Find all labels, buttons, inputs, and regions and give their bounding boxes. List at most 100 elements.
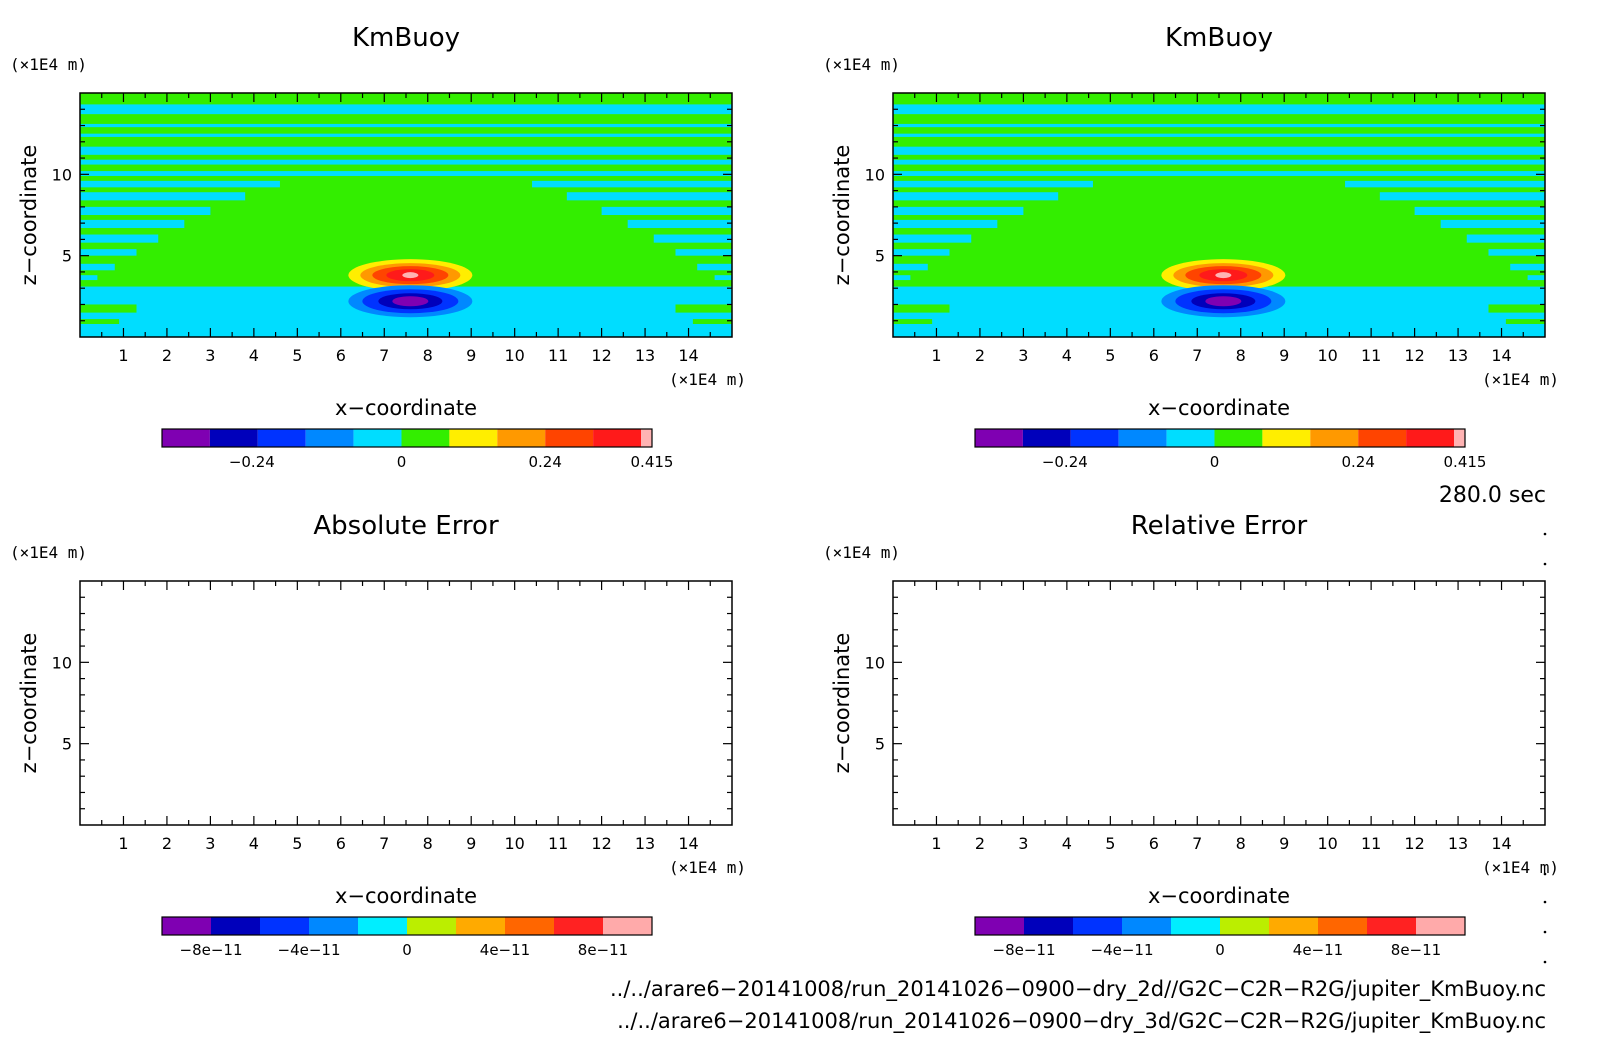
- field-band: [893, 171, 1545, 176]
- colorbar-label: 0.24: [1341, 453, 1374, 471]
- colorbar-segment: [1367, 917, 1416, 935]
- field-band: [893, 219, 998, 229]
- field-band: [1414, 206, 1545, 215]
- x-tick-label: 6: [1149, 346, 1159, 365]
- x-tick-label: 12: [1404, 834, 1424, 853]
- colorbar-segment: [401, 429, 450, 447]
- negative-contour: [392, 296, 429, 307]
- x-tick-label: 8: [1236, 346, 1246, 365]
- colorbar-label: 0: [1210, 453, 1220, 471]
- field-band: [80, 234, 159, 243]
- field-band: [80, 263, 115, 271]
- colorbar-segment: [975, 429, 1023, 447]
- colorbar-segment: [1318, 917, 1367, 935]
- y-tick-label: 10: [865, 165, 885, 184]
- side-marker: [1543, 532, 1547, 536]
- x-tick-label: 3: [1018, 346, 1028, 365]
- side-marker: [1543, 960, 1547, 964]
- y-tick-label: 10: [865, 653, 885, 672]
- x-tick-label: 13: [1448, 346, 1468, 365]
- x-tick-label: 10: [504, 834, 524, 853]
- y-tick-label: 5: [875, 735, 885, 754]
- x-tick-label: 1: [118, 346, 128, 365]
- colorbar-label: 0.415: [631, 453, 674, 471]
- field-band: [893, 249, 950, 256]
- x-unit-label: (×1E4 m): [1482, 858, 1559, 877]
- colorbar-segment: [1166, 429, 1215, 447]
- field-band: [714, 275, 732, 281]
- y-axis-label: z−coordinate: [830, 633, 854, 774]
- colorbar-segment: [449, 429, 498, 447]
- field-band: [1505, 319, 1545, 324]
- colorbar-segment: [1073, 917, 1122, 935]
- field-band: [1488, 249, 1545, 256]
- side-marker: [1543, 562, 1547, 566]
- contour-field: [80, 93, 732, 337]
- field-band: [893, 159, 1545, 165]
- x-tick-label: 13: [635, 834, 655, 853]
- x-tick-label: 3: [205, 346, 215, 365]
- field-band: [80, 319, 120, 324]
- field-band: [80, 133, 732, 137]
- field-band: [893, 234, 972, 243]
- x-tick-label: 12: [591, 834, 611, 853]
- field-band: [1440, 219, 1545, 229]
- colorbar-segment: [1406, 429, 1454, 447]
- x-tick-label: 1: [931, 834, 941, 853]
- field-band: [893, 319, 933, 324]
- y-unit-label: (×1E4 m): [10, 55, 87, 74]
- x-tick-label: 2: [162, 346, 172, 365]
- plot-frame: [892, 580, 1546, 826]
- x-tick-label: 11: [1361, 834, 1381, 853]
- field-band: [893, 104, 1545, 115]
- field-band: [893, 146, 1545, 155]
- x-tick-label: 7: [379, 346, 389, 365]
- field-band: [893, 180, 1093, 188]
- y-tick-label: 5: [62, 247, 72, 266]
- colorbar-label: −4e−11: [1091, 941, 1154, 959]
- x-tick-label: 14: [678, 346, 698, 365]
- x-unit-label: (×1E4 m): [669, 858, 746, 877]
- field-band: [80, 275, 98, 281]
- chart-panel-4: Relative Error(×1E4 m)1 2 3 4 5 6 7 8 9 10 11 12 13 1…: [823, 511, 1559, 959]
- field-band: [1527, 275, 1545, 281]
- x-tick-label: 7: [1192, 834, 1202, 853]
- colorbar-segment: [1269, 917, 1318, 935]
- field-band: [80, 123, 732, 128]
- chart-panel-1: KmBuoy(×1E4 m)1 2 3 4 5 6 7 8 9 10 11 12 13 14510(×1E…: [10, 23, 746, 471]
- field-band: [893, 192, 1059, 201]
- colorbar-segment: [1118, 429, 1167, 447]
- x-tick-label: 6: [336, 346, 346, 365]
- x-tick-label: 9: [1279, 834, 1289, 853]
- y-tick-label: 5: [875, 247, 885, 266]
- x-tick-label: 7: [1192, 346, 1202, 365]
- field-band: [80, 159, 732, 165]
- colorbar-segment: [1122, 917, 1171, 935]
- field-band: [1379, 192, 1545, 201]
- field-band: [893, 133, 1545, 137]
- field-band: [1345, 180, 1545, 188]
- x-tick-label: 10: [1317, 834, 1337, 853]
- colorbar-frame: [161, 428, 653, 448]
- x-tick-label: 14: [678, 834, 698, 853]
- panel-title: Absolute Error: [313, 511, 499, 541]
- x-tick-label: 10: [504, 346, 524, 365]
- colorbar-label: −0.24: [1042, 453, 1088, 471]
- colorbar-segment: [497, 429, 546, 447]
- field-band: [80, 146, 732, 155]
- x-tick-label: 6: [1149, 834, 1159, 853]
- x-axis-label: x−coordinate: [1148, 884, 1290, 908]
- colorbar-segment: [1214, 429, 1263, 447]
- field-band: [566, 192, 732, 201]
- colorbar-segment: [545, 429, 594, 447]
- field-band: [653, 234, 732, 243]
- x-unit-label: (×1E4 m): [1482, 370, 1559, 389]
- x-tick-label: 3: [1018, 834, 1028, 853]
- x-tick-label: 10: [1317, 346, 1337, 365]
- colorbar-segment: [358, 917, 407, 935]
- colorbar-label: −8e−11: [993, 941, 1056, 959]
- x-tick-label: 1: [118, 834, 128, 853]
- side-marker: [1543, 900, 1547, 904]
- colorbar-segment: [1171, 917, 1220, 935]
- x-tick-label: 5: [1105, 834, 1115, 853]
